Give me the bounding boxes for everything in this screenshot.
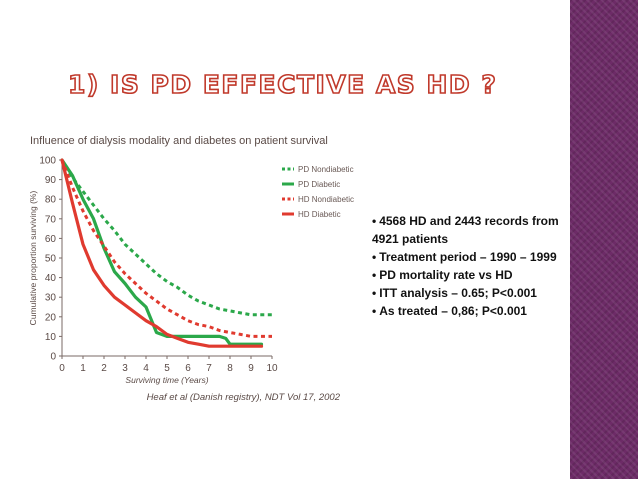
x-axis-label: Surviving time (Years)	[125, 375, 208, 385]
bullet-text: PD mortality rate vs HD	[379, 268, 513, 282]
survival-chart: 0 10 20 30 40 50 60 70 80 90 100 0 1 2 3 4 5 6 7 8 9 10 Surviv…	[28, 156, 354, 404]
y-tick-label: 60	[45, 234, 57, 245]
series-line-hd-diabetic	[60, 158, 264, 348]
slide-title: 1) IS PD EFFECTIVE AS HD ?	[67, 69, 498, 100]
bullet-list: • 4568 HD and 2443 records from 4921 pati…	[372, 212, 572, 320]
bullet-item: • As treated – 0,86; P<0.001	[372, 302, 572, 320]
chart-source-caption: Heaf et al (Danish registry), NDT Vol 17…	[147, 392, 341, 403]
y-tick-label: 30	[45, 293, 57, 304]
y-tick-label: 70	[45, 214, 57, 225]
bullet-text: Treatment period – 1990 – 1999	[379, 250, 557, 264]
bullet-dot-icon: •	[372, 286, 377, 300]
y-tick-label: 80	[45, 195, 57, 206]
y-tick-label: 20	[45, 312, 57, 323]
y-tick-label: 50	[45, 254, 57, 265]
y-axis-label: Cumulative proportion surviving (%)	[28, 191, 38, 326]
decorative-side-band	[570, 0, 638, 479]
bullet-dot-icon: •	[372, 268, 377, 282]
y-tick-label: 10	[45, 332, 57, 343]
bullet-dot-icon: •	[372, 304, 377, 318]
x-tick-label: 6	[185, 363, 191, 374]
x-tick-label: 4	[143, 363, 149, 374]
x-tick-label: 5	[164, 363, 170, 374]
bullet-text: 4568 HD and 2443 records from 4921 patie…	[372, 214, 559, 246]
bullet-dot-icon: •	[372, 214, 377, 228]
bullet-dot-icon: •	[372, 250, 377, 264]
series-line-pd-nondiabetic	[60, 159, 272, 317]
x-tick-label: 3	[122, 363, 128, 374]
x-tick-label: 2	[101, 363, 107, 374]
y-tick-label: 100	[39, 156, 56, 167]
bullet-text: As treated – 0,86; P<0.001	[379, 304, 527, 318]
x-tick-label: 7	[206, 363, 212, 374]
x-tick-label: 10	[266, 363, 278, 374]
x-tick-label: 1	[80, 363, 86, 374]
y-tick-label: 90	[45, 175, 57, 186]
bullet-item: • ITT analysis – 0.65; P<0.001	[372, 284, 572, 302]
legend-label: PD Diabetic	[298, 180, 340, 189]
chart-title: Influence of dialysis modality and diabe…	[30, 135, 328, 147]
legend-label: HD Nondiabetic	[298, 195, 354, 204]
series-line-hd-nondiabetic	[60, 159, 272, 338]
series-line-pd-diabetic	[60, 158, 264, 346]
y-tick-label: 40	[45, 273, 57, 284]
bullet-item: • PD mortality rate vs HD	[372, 266, 572, 284]
x-tick-label: 0	[59, 363, 65, 374]
bullet-item: • 4568 HD and 2443 records from 4921 pati…	[372, 212, 572, 248]
bullet-text: ITT analysis – 0.65; P<0.001	[379, 286, 537, 300]
legend-label: PD Nondiabetic	[298, 165, 354, 174]
x-tick-label: 8	[227, 363, 233, 374]
legend-label: HD Diabetic	[298, 210, 341, 219]
y-tick-label: 0	[50, 352, 56, 363]
x-tick-label: 9	[248, 363, 254, 374]
bullet-item: • Treatment period – 1990 – 1999	[372, 248, 572, 266]
